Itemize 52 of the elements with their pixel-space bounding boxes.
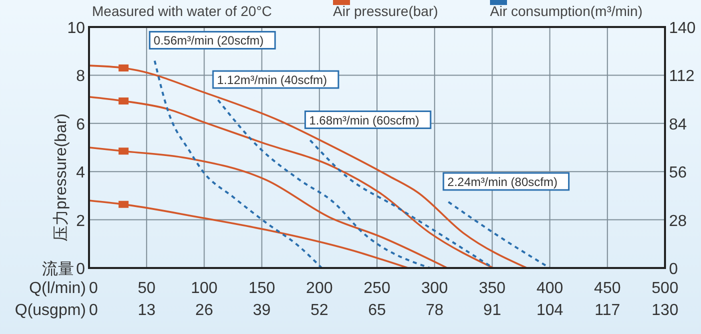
line-series xyxy=(88,146,448,269)
point xyxy=(118,64,129,72)
x-tick-label: 50 xyxy=(138,280,156,297)
series-label: 1.12m³/min (40scfm) xyxy=(217,73,328,88)
y-tick-label: 4 xyxy=(76,164,86,182)
x-tick-label: 300 xyxy=(421,280,448,297)
chart-subtitle: Measured with water of 20°C xyxy=(92,3,272,19)
y-axis-title: 压力pressure(bar) xyxy=(52,113,70,242)
text: 流量 xyxy=(42,260,74,278)
y2-tick-label: 28 xyxy=(669,212,687,230)
line-series xyxy=(88,200,410,269)
y2-tick-label: 112 xyxy=(669,68,695,86)
y2-tick-label: 0 xyxy=(669,261,678,278)
series-label: 0.56m³/min (20scfm) xyxy=(154,34,264,48)
y2-tick-label: 56 xyxy=(669,164,687,182)
x-tick-label: 200 xyxy=(306,280,333,297)
x2-tick-label: 52 xyxy=(310,302,328,319)
y-tick-label: 0 xyxy=(76,261,86,278)
y-tick-label: 6 xyxy=(76,116,86,134)
series-label: 2.24m³/min (80scfm) xyxy=(447,174,558,189)
legend-label: Air pressure(bar) xyxy=(333,3,438,19)
y-tick-label: 8 xyxy=(76,68,86,86)
x-tick-label: 400 xyxy=(536,280,564,297)
y2-tick-label: 84 xyxy=(669,116,687,134)
x2-tick-label: 104 xyxy=(536,302,564,319)
x2-tick-label: 26 xyxy=(195,302,214,319)
x-tick-label: 350 xyxy=(478,280,506,297)
x2-tick-label: 78 xyxy=(426,302,444,319)
x-tick-label: 250 xyxy=(364,280,390,297)
x2-tick-label: 65 xyxy=(368,302,386,319)
x2-tick-label: 130 xyxy=(652,302,678,319)
point xyxy=(118,200,129,208)
y-tick-label: 10 xyxy=(67,20,86,37)
line-series xyxy=(217,99,431,269)
x-axis-title: Q(l/min) xyxy=(29,280,86,297)
x2-tick-label: 0 xyxy=(89,302,98,319)
x2-tick-label: 91 xyxy=(483,302,502,319)
y-tick-label: 2 xyxy=(76,212,86,230)
x-tick-label: 0 xyxy=(89,280,98,297)
x2-tick-label: 117 xyxy=(594,302,620,319)
x2-tick-label: 39 xyxy=(252,302,271,319)
x-tick-label: 450 xyxy=(594,280,621,297)
x-tick-label: 500 xyxy=(652,280,678,297)
x2-tick-label: 13 xyxy=(138,302,156,319)
x2-axis-title: Q(usgpm) xyxy=(14,302,86,319)
y2-axis-title: Air consumption(m³/min) xyxy=(490,3,642,19)
x-tick-label: 100 xyxy=(190,280,218,297)
point xyxy=(118,97,129,104)
x-tick-label: 150 xyxy=(248,280,276,297)
y2-tick-label: 140 xyxy=(669,20,696,37)
point xyxy=(118,148,129,155)
series-label: 1.68m³/min (60scfm) xyxy=(309,113,420,128)
